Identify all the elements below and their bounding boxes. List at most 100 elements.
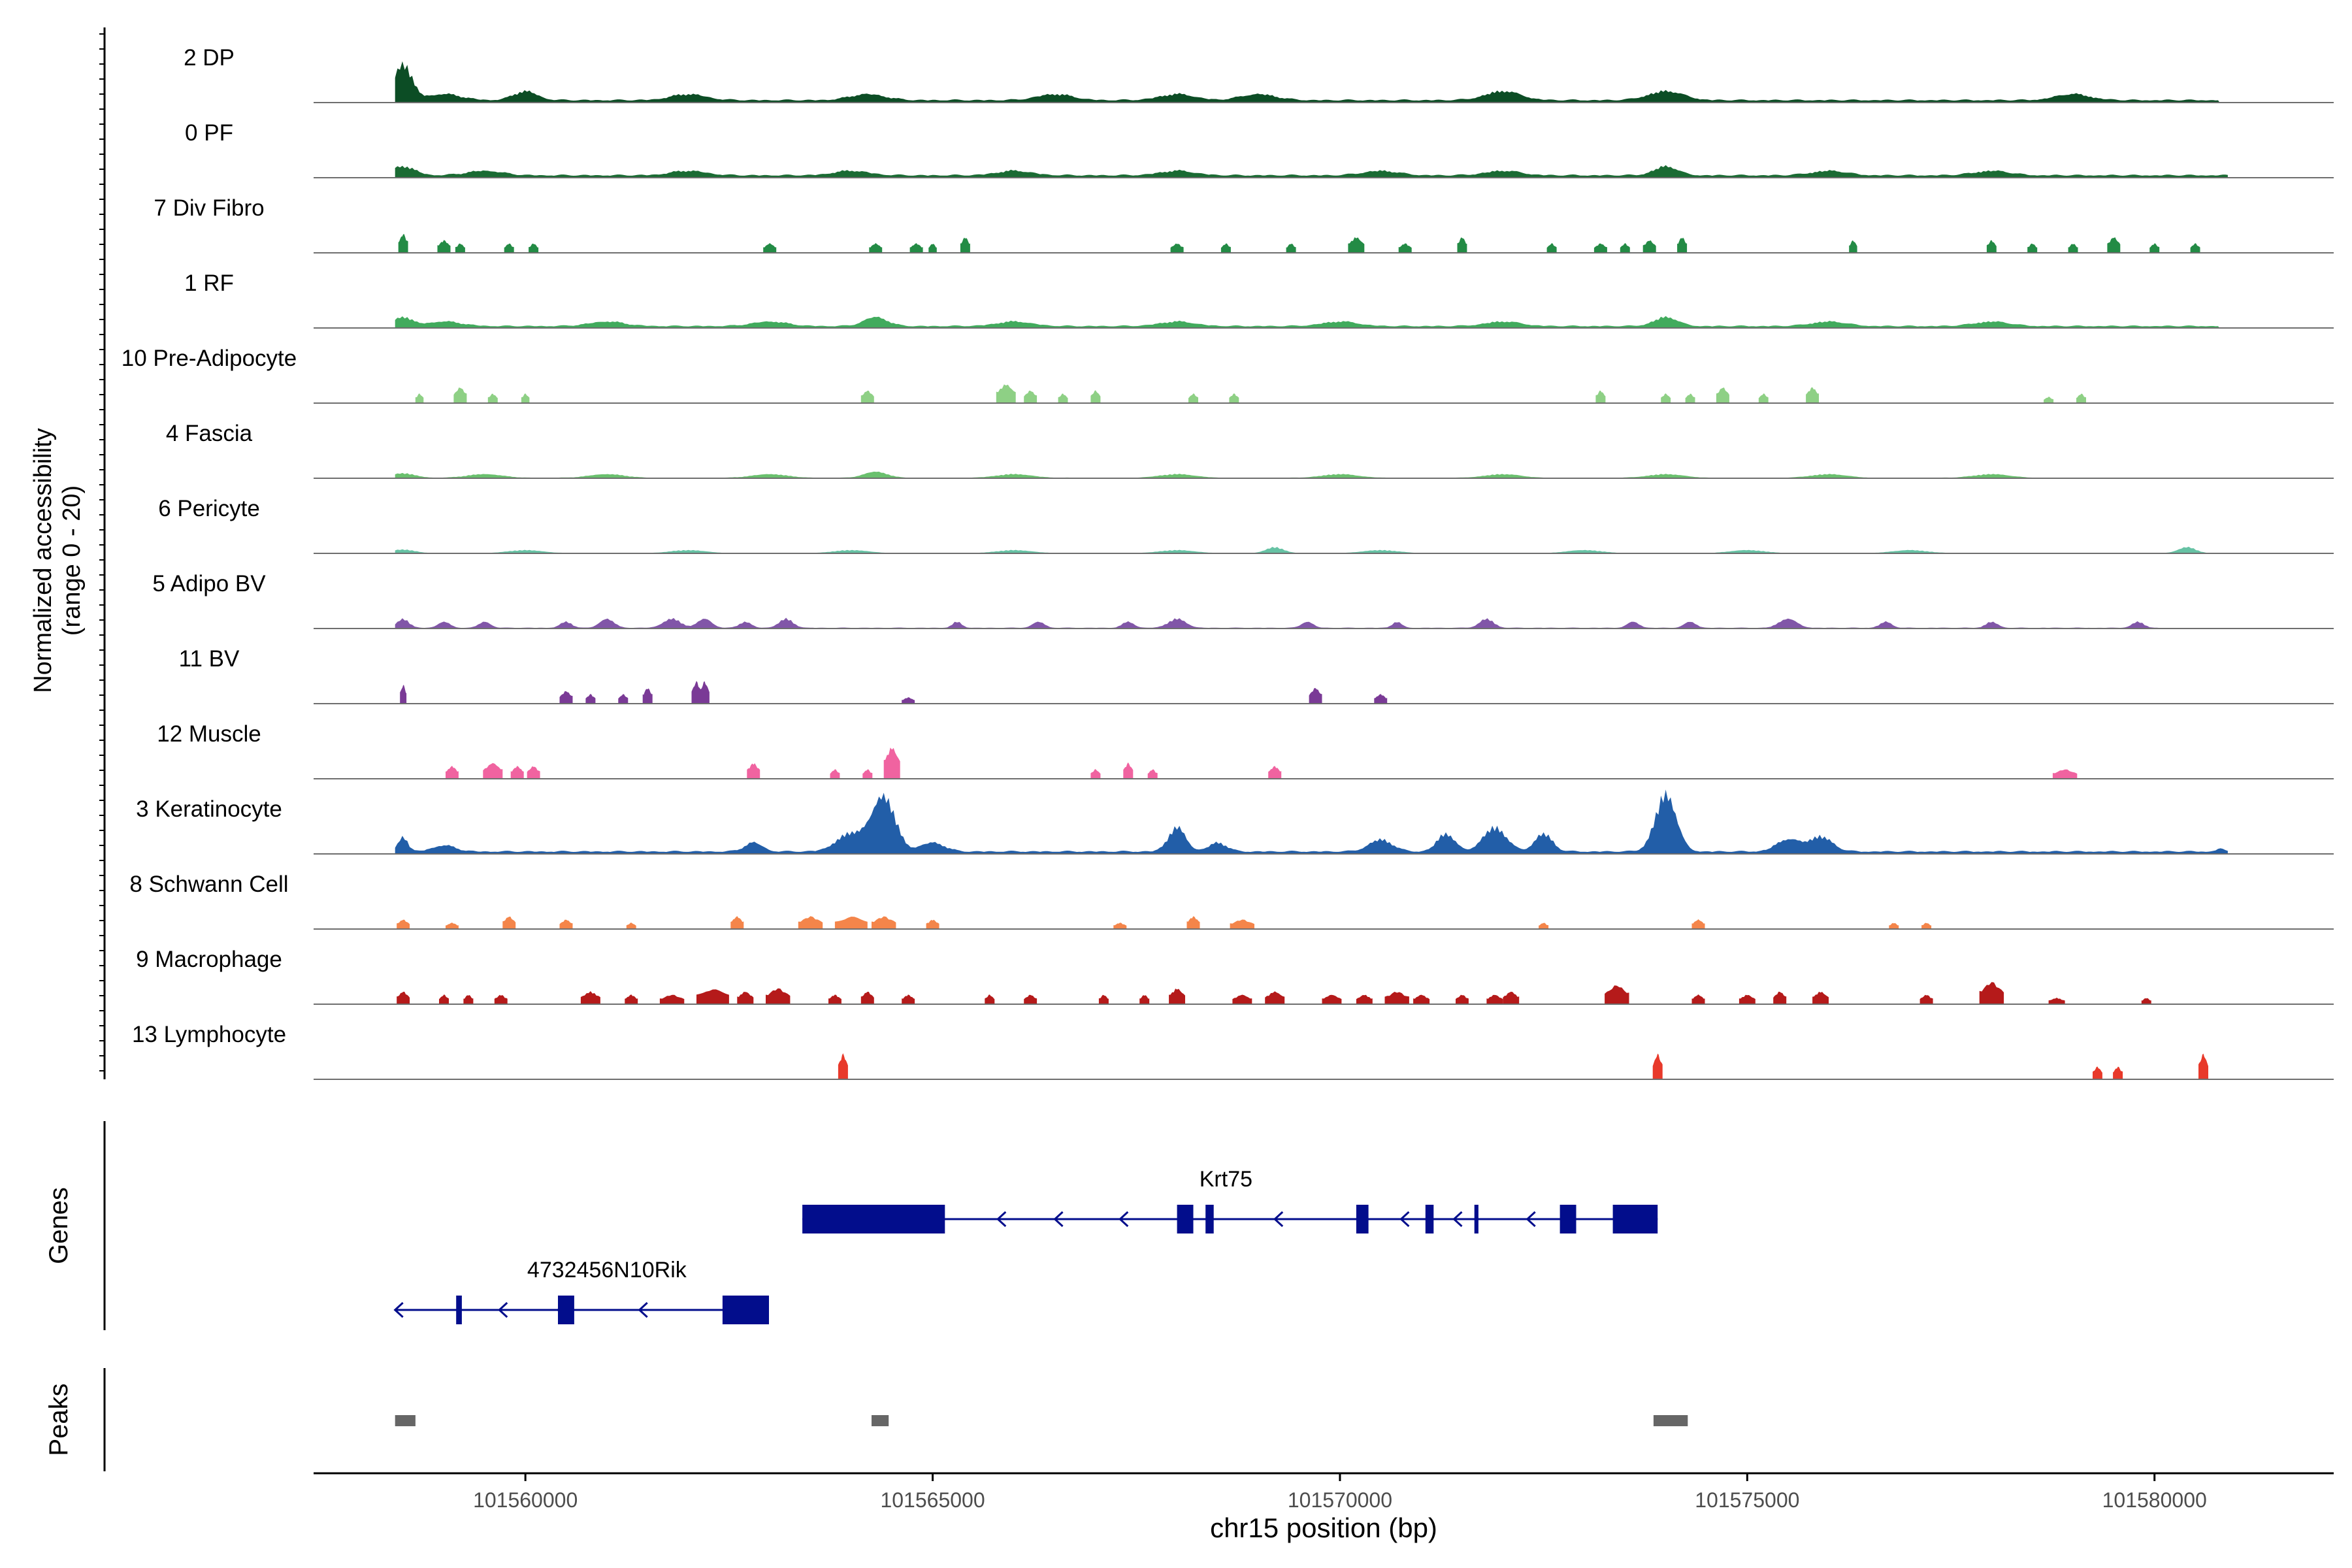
signal-peak <box>2149 243 2160 253</box>
gene-exon <box>1356 1205 1369 1233</box>
signal-peak <box>1919 994 1933 1004</box>
signal-peak <box>1486 994 1503 1004</box>
track-labels: 2 DP 0 PF 7 Div Fibro 1 RF 10 Pre-Adipocyte 4… <box>122 45 297 1047</box>
signal-peak <box>2198 1053 2208 1079</box>
signal-peak <box>700 681 710 704</box>
signal-peak <box>1546 243 1557 253</box>
signal-peak <box>1229 393 1239 403</box>
track-5 <box>314 471 2334 479</box>
signal-peak <box>659 994 685 1004</box>
signal-peak <box>2052 769 2078 779</box>
signal-peak <box>1024 994 1037 1004</box>
signal-peak <box>1979 982 2004 1004</box>
x-tick-label: 101560000 <box>473 1488 578 1512</box>
signal-peak <box>1113 923 1127 929</box>
signal-peak <box>830 769 840 779</box>
gene-Krt75: Krt75 <box>802 1167 1658 1233</box>
gene-exon <box>1474 1205 1478 1233</box>
strand-arrow <box>1452 1211 1463 1228</box>
signal-area <box>395 61 2220 103</box>
signal-peak <box>1593 243 1607 253</box>
track-3 <box>314 316 2334 329</box>
signal-peak <box>453 387 467 403</box>
track-label: 8 Schwann Cell <box>129 872 288 897</box>
track-2 <box>314 234 2334 253</box>
signal-peak <box>1286 243 1296 253</box>
signal-peak <box>2113 1066 2123 1079</box>
signal-peak <box>437 240 451 253</box>
signal-peak <box>1457 237 1467 253</box>
x-tick-label: 101580000 <box>2102 1488 2207 1512</box>
signal-peak <box>529 243 539 253</box>
signal-peak <box>559 691 573 704</box>
signal-peak <box>1806 387 1819 403</box>
coverage-tracks <box>314 61 2334 1080</box>
signal-peak <box>1986 240 1997 253</box>
signal-peak <box>585 694 596 704</box>
y-axis-label-line1: Normalized accessibility <box>29 428 57 693</box>
signal-peak <box>1090 390 1101 403</box>
signal-peak <box>398 234 408 253</box>
signal-peak <box>862 769 873 779</box>
signal-peak <box>1186 916 1200 929</box>
signal-peak <box>909 243 923 253</box>
signal-peak <box>1716 387 1729 403</box>
strand-arrow <box>1053 1211 1064 1228</box>
signal-peak <box>902 994 915 1004</box>
track-8 <box>314 681 2334 704</box>
signal-peak <box>625 994 638 1004</box>
track-6 <box>314 546 2334 554</box>
signal-peak <box>559 919 573 929</box>
signal-peak <box>1849 240 1857 253</box>
signal-peak <box>2068 244 2078 253</box>
gene-exon <box>558 1296 574 1324</box>
signal-peak <box>2141 998 2151 1004</box>
signal-peak <box>1661 393 1671 403</box>
signal-peak <box>730 916 744 929</box>
signal-area <box>395 471 2220 478</box>
signal-peak <box>618 694 629 704</box>
signal-peak <box>1188 393 1198 403</box>
signal-peak <box>928 244 937 253</box>
gene-exon <box>802 1205 945 1233</box>
x-axis-ticks: 101560000 101565000 101570000 101575000 1015… <box>473 1473 2207 1512</box>
signal-peak <box>494 994 508 1004</box>
signal-area <box>395 617 2163 629</box>
signal-peak <box>1620 243 1630 253</box>
signal-peak <box>883 747 900 779</box>
signal-peak <box>1147 769 1158 779</box>
signal-peak <box>926 919 939 929</box>
signal-peak <box>463 995 474 1004</box>
signal-peak <box>2044 397 2054 403</box>
signal-peak <box>504 243 514 253</box>
track-label: 9 Macrophage <box>136 947 282 972</box>
signal-peak <box>696 989 729 1004</box>
signal-peak <box>1322 994 1342 1004</box>
signal-peak <box>1595 390 1606 403</box>
peak-regions <box>395 1415 1688 1426</box>
track-1 <box>314 165 2334 178</box>
signal-peak <box>828 994 841 1004</box>
gene-name: 4732456N10Rik <box>527 1258 687 1282</box>
track-9 <box>314 747 2334 779</box>
signal-peak <box>1539 923 1549 929</box>
signal-peak <box>860 992 874 1004</box>
gene-4732456N10Rik: 4732456N10Rik <box>393 1258 769 1324</box>
signal-peak <box>1139 995 1150 1004</box>
signal-peak <box>1268 766 1282 779</box>
track-label: 13 Lymphocyte <box>132 1022 286 1047</box>
peak-region <box>395 1415 416 1426</box>
signal-peak <box>502 916 516 929</box>
strand-arrow <box>1399 1211 1410 1228</box>
track-label: 1 RF <box>184 270 234 296</box>
signal-peak <box>397 919 410 929</box>
signal-peak <box>2093 1066 2102 1079</box>
signal-peak <box>1398 243 1412 253</box>
signal-peak <box>1739 994 1756 1004</box>
track-label: 10 Pre-Adipocyte <box>122 346 297 371</box>
gene-exon <box>1177 1205 1194 1233</box>
gene-exon <box>1425 1205 1434 1233</box>
gene-annotations: Krt75 4732456N10Rik <box>393 1167 1658 1324</box>
signal-peak <box>996 384 1016 403</box>
signal-peak <box>1230 919 1254 929</box>
